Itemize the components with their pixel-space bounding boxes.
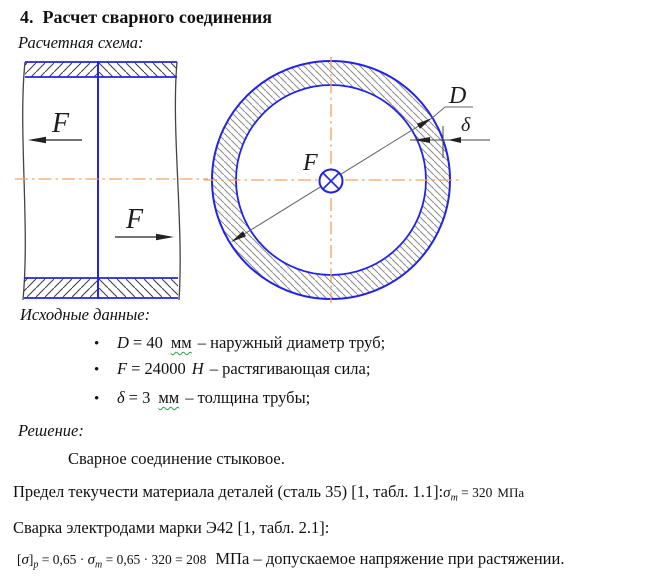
thickness-arrowhead-outer [448,137,461,143]
bullet-icon: • [94,391,100,407]
input-item-thickness: • δ = 3 мм – толщина трубы; [94,388,310,408]
electrode-line: Сварка электродами марки Э42 [1, табл. 2… [13,518,330,537]
unit-mm: мм [170,333,192,352]
diameter-arrowhead-upper [416,118,432,129]
value-d: = 40 [132,333,163,352]
variable-d: D [117,333,129,352]
scheme-label: Расчетная схема: [18,33,144,52]
formula-mid2: = 0,65 · 320 = 208 [105,552,207,567]
sigma-symbol: σ [21,552,29,568]
input-data-label: Исходные данные: [20,305,151,324]
force-label-center: F [302,150,318,176]
value-delta: = 3 [128,388,151,407]
subscript-t: т [95,559,103,571]
unit-n: Н [191,359,204,378]
diameter-leader [430,106,446,120]
variable-delta: δ [117,388,125,407]
yield-strength-text: Предел текучести материала деталей (стал… [13,482,444,501]
solution-label: Решение: [18,421,84,440]
bullet-icon: • [94,336,100,352]
diameter-label: D [448,83,466,109]
description-delta: – толщина трубы; [185,388,311,407]
sigma-symbol: σ [443,485,451,501]
tube-wall-hatch [25,62,98,77]
input-item-force: • F = 24000 Н – растягивающая сила; [94,359,370,379]
tube-side-view: F F [15,61,208,301]
tube-wall-hatch [98,62,177,77]
allowable-stress-line: [σ]р = 0,65 · σт = 0,65 · 320 = 208 МПа –… [17,549,565,571]
force-point-cross [322,172,340,190]
break-line-left [22,61,26,301]
formula-mid1: = 0,65 · [41,552,88,567]
force-arrowhead-right [156,233,174,241]
thickness-arrowhead-inner [414,137,430,143]
yield-strength-line: Предел текучести материала деталей (стал… [13,482,525,504]
yield-value: = 320 [461,485,493,500]
description-f: – растягивающая сила; [209,359,371,378]
page-title: 4. Расчет сварного соединения [20,7,272,28]
solution-statement: Сварное соединение стыковое. [68,449,285,468]
sigma-subscript: т [450,492,458,504]
sigma-symbol: σ [87,552,96,568]
bullet-icon: • [94,362,100,378]
description-d: – наружный диаметр труб; [197,333,386,352]
allowable-stress-description: – допускаемое напряжение при растяжении. [253,549,565,568]
tube-wall-hatch [98,278,178,298]
left-bracket: [ [17,552,22,567]
right-bracket: ] [28,552,34,567]
tube-cross-section: D δ F [204,57,490,303]
tube-wall-hatch [24,278,98,298]
value-f: = 24000 [131,359,186,378]
subscript-p: р [33,559,39,571]
section-title-text: Расчет сварного соединения [42,7,272,27]
unit-mm: мм [158,388,180,407]
force-label-top: F [51,108,70,139]
unit-mpa: МПа [215,549,250,568]
force-label-bottom: F [125,204,144,235]
break-line-right [174,61,181,301]
force-arrowhead-left [28,136,46,144]
variable-f: F [117,359,128,378]
diameter-arrowhead-lower [231,231,246,242]
input-item-diameter: • D = 40 мм – наружный диаметр труб; [94,333,385,353]
unit-mpa: МПа [497,485,525,500]
thickness-label: δ [461,114,471,136]
section-number: 4. [20,7,34,27]
